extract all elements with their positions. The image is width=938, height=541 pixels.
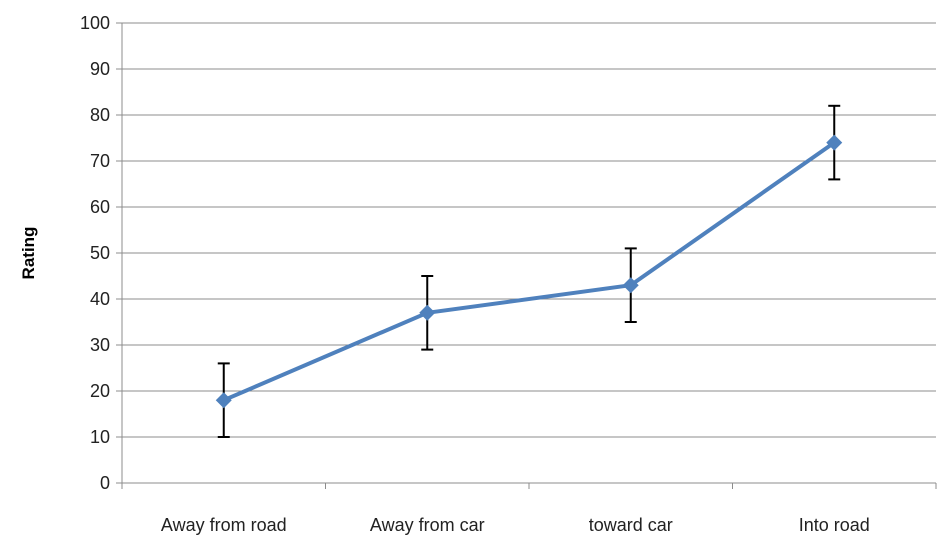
data-point-marker <box>215 392 232 409</box>
axes <box>116 22 937 489</box>
y-tick-label: 10 <box>90 427 110 447</box>
series <box>215 104 843 438</box>
y-tick-label: 100 <box>80 13 110 33</box>
x-tick-labels: Away from road Away from car toward car Int… <box>161 515 870 535</box>
data-point-marker <box>419 304 436 321</box>
data-point-marker <box>826 134 843 151</box>
x-tick-label: toward car <box>589 515 673 535</box>
y-tick-label: 60 <box>90 197 110 217</box>
y-tick-labels: 0 10 20 30 40 50 60 70 80 90 100 <box>80 13 110 493</box>
y-tick-label: 90 <box>90 59 110 79</box>
y-tick-label: 50 <box>90 243 110 263</box>
x-tick-label: Into road <box>799 515 870 535</box>
y-tick-label: 80 <box>90 105 110 125</box>
data-point-marker <box>622 277 639 294</box>
x-tick-label: Away from car <box>370 515 485 535</box>
series-line <box>221 140 837 403</box>
gridlines <box>122 22 936 438</box>
y-tick-label: 70 <box>90 151 110 171</box>
y-tick-label: 30 <box>90 335 110 355</box>
x-tick-label: Away from road <box>161 515 287 535</box>
y-tick-label: 0 <box>100 473 110 493</box>
y-axis-title: Rating <box>19 227 38 280</box>
y-tick-label: 40 <box>90 289 110 309</box>
y-tick-label: 20 <box>90 381 110 401</box>
